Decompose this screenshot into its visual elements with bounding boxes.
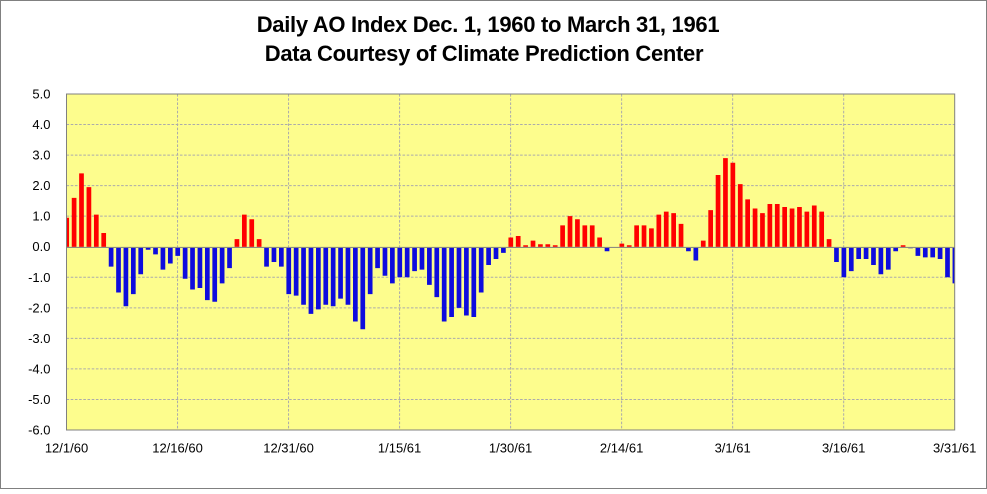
svg-text:12/31/60: 12/31/60: [263, 441, 314, 456]
svg-text:-1.0: -1.0: [28, 270, 50, 285]
svg-text:-6.0: -6.0: [28, 423, 50, 438]
svg-text:1/15/61: 1/15/61: [378, 441, 421, 456]
svg-text:0.0: 0.0: [32, 239, 50, 254]
svg-text:-5.0: -5.0: [28, 392, 50, 407]
svg-text:-2.0: -2.0: [28, 300, 50, 315]
svg-text:5.0: 5.0: [32, 87, 50, 102]
svg-text:Daily AO Index Dec. 1, 1960 to: Daily AO Index Dec. 1, 1960 to March 31,…: [257, 12, 720, 37]
svg-text:1/30/61: 1/30/61: [489, 441, 532, 456]
svg-text:-3.0: -3.0: [28, 331, 50, 346]
svg-text:3.0: 3.0: [32, 148, 50, 163]
svg-text:3/1/61: 3/1/61: [715, 441, 751, 456]
svg-text:12/1/60: 12/1/60: [45, 441, 88, 456]
svg-text:-4.0: -4.0: [28, 361, 50, 376]
svg-text:1.0: 1.0: [32, 209, 50, 224]
svg-text:3/16/61: 3/16/61: [822, 441, 865, 456]
svg-text:2/14/61: 2/14/61: [600, 441, 643, 456]
svg-text:2.0: 2.0: [32, 178, 50, 193]
svg-text:12/16/60: 12/16/60: [152, 441, 203, 456]
svg-text:3/31/61: 3/31/61: [933, 441, 976, 456]
svg-text:Data Courtesy of Climate Predi: Data Courtesy of Climate Prediction Cent…: [265, 41, 704, 66]
svg-text:4.0: 4.0: [32, 117, 50, 132]
